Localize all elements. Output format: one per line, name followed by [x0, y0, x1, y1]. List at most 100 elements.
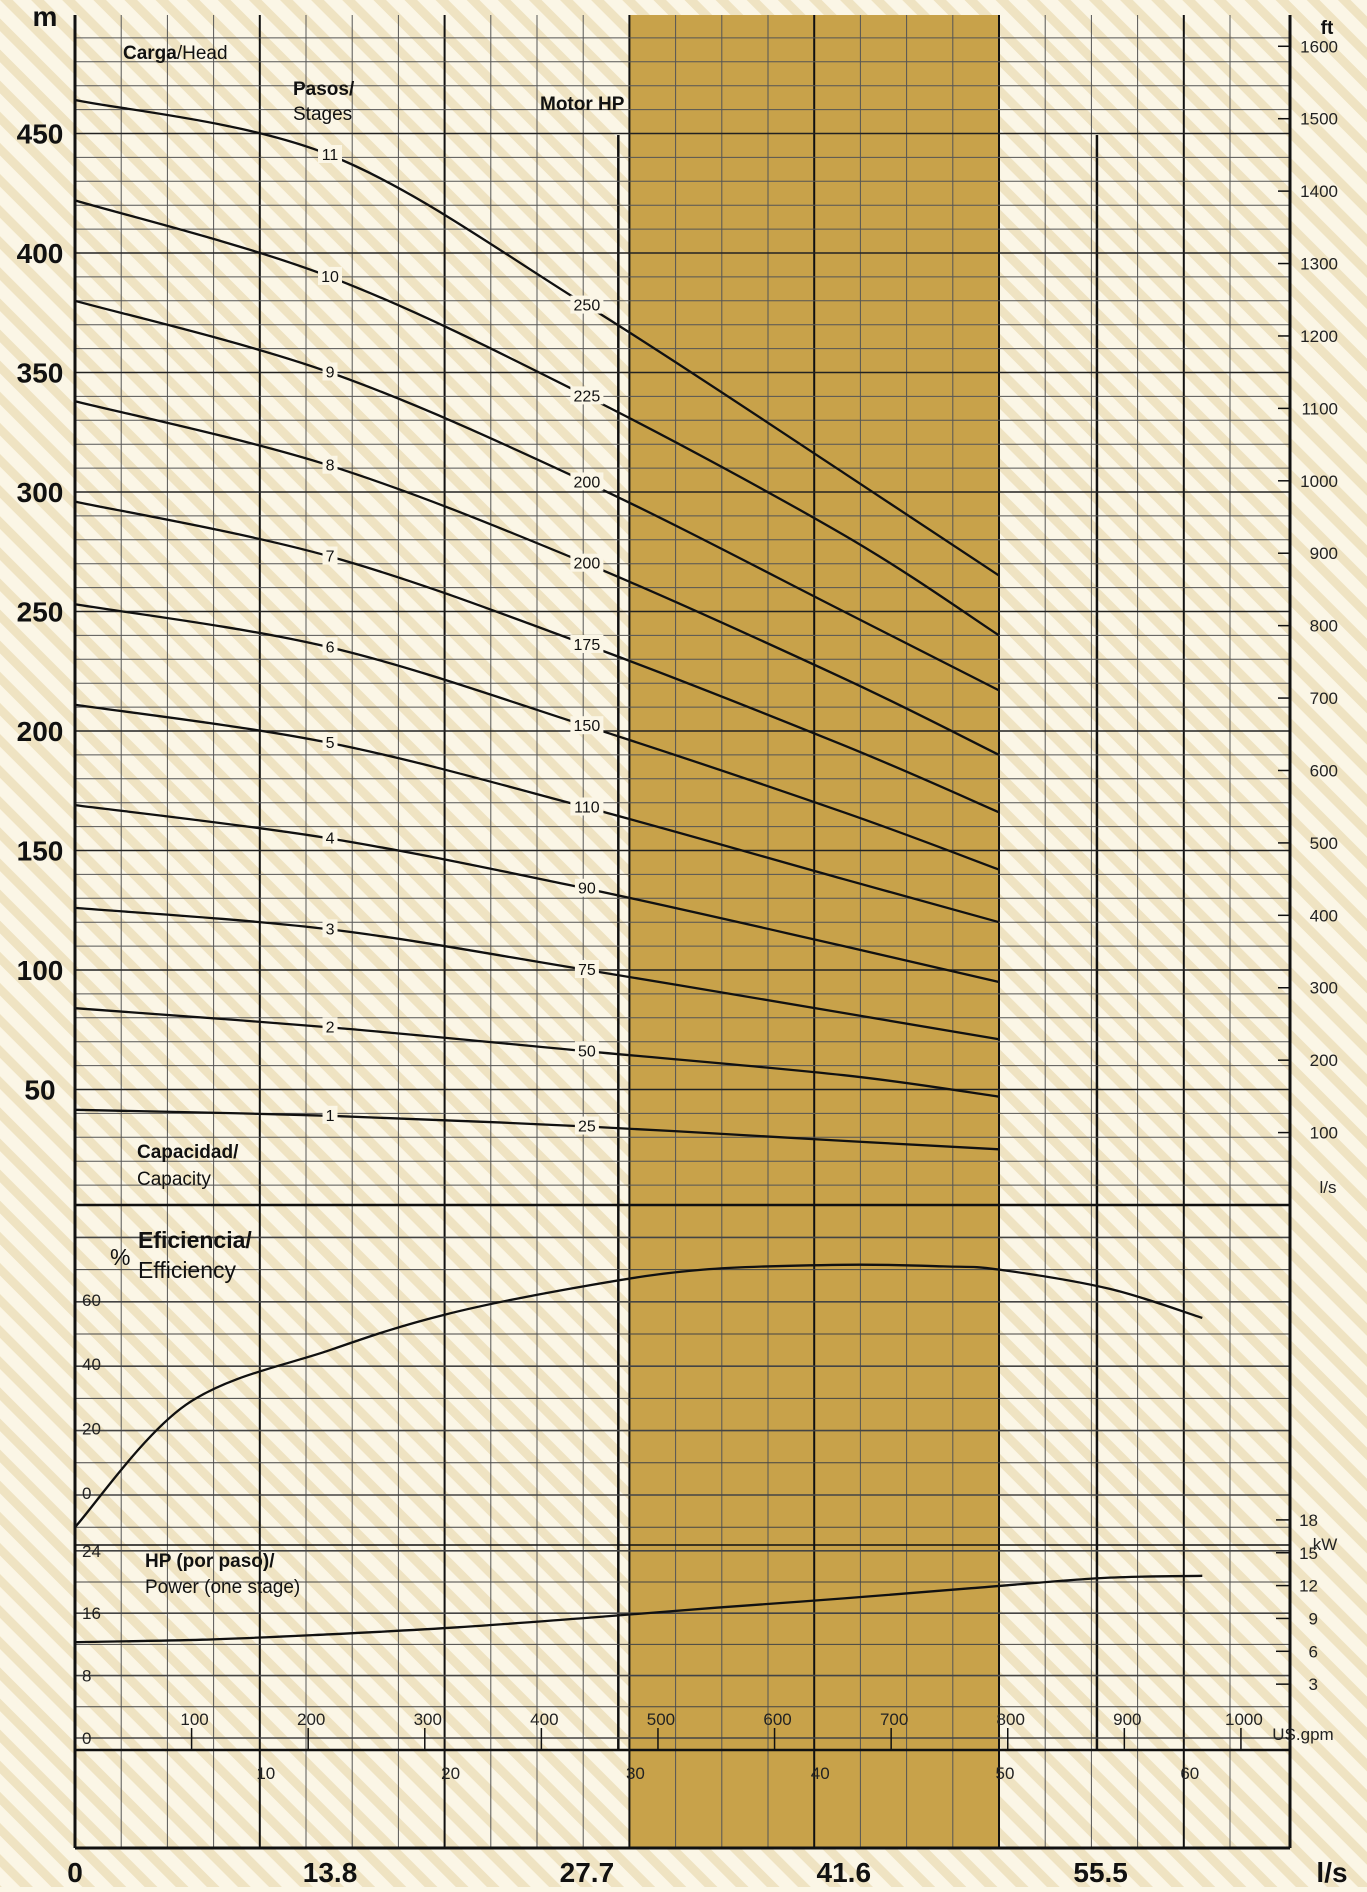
motor-hp-label-bg: [570, 386, 604, 405]
gpm-tick-label: 600: [763, 1710, 791, 1729]
stage-label-bg: [318, 266, 343, 285]
stage-label: 11: [322, 147, 339, 164]
gpm-tick-label: 400: [530, 1710, 558, 1729]
motor-hp-label: 250: [574, 298, 601, 315]
stage-label-bg: [322, 1105, 338, 1124]
power-tick-kw: 12: [1299, 1577, 1318, 1596]
y-tick-ft: 300: [1310, 979, 1338, 998]
motor-hp-label-bg: [570, 472, 604, 491]
gpm-unit: US.gpm: [1272, 1725, 1333, 1744]
y-unit-ft: ft: [1321, 18, 1334, 39]
y-tick-ft: 900: [1310, 544, 1338, 563]
stage-label-bg: [322, 637, 338, 656]
efficiency-tick: 0: [82, 1484, 91, 1503]
gpm-tick-label: 1000: [1225, 1710, 1263, 1729]
motor-hp-label-bg: [570, 634, 604, 653]
ls-tick-label: 10: [256, 1764, 275, 1783]
power-tick-kw: 9: [1309, 1609, 1318, 1628]
y-tick-m: 200: [17, 716, 64, 747]
power-tick-hp: 16: [82, 1604, 101, 1623]
motor-hp-label: 75: [578, 962, 596, 979]
y-tick-m: 250: [17, 597, 64, 628]
stage-label-bg: [322, 919, 338, 938]
power-title-en: Power (one stage): [145, 1577, 300, 1598]
y-tick-m: 150: [17, 836, 64, 867]
bottom-tick-label: 27.7: [560, 1857, 615, 1887]
stage-label: 2: [326, 1019, 335, 1036]
ls-tick-label: 60: [1180, 1764, 1199, 1783]
stage-label: 10: [321, 269, 339, 286]
y-tick-ft: 1600: [1300, 37, 1338, 56]
gpm-tick-label: 900: [1113, 1710, 1141, 1729]
stage-label: 4: [326, 831, 335, 848]
stages-label-en: Stages: [293, 104, 352, 125]
motor-hp-label: 90: [578, 881, 596, 898]
y-tick-ft: 400: [1310, 906, 1338, 925]
y-tick-ft: 500: [1310, 834, 1338, 853]
power-title: HP (por paso)/: [145, 1551, 275, 1572]
stage-label: 8: [326, 458, 335, 475]
motor-hp-label: 175: [574, 637, 601, 654]
motor-hp-label-bg: [574, 878, 599, 897]
gpm-tick-label: 700: [880, 1710, 908, 1729]
motor-hp-label: 150: [574, 718, 601, 735]
efficiency-tick: 20: [82, 1420, 101, 1439]
efficiency-unit: %: [110, 1244, 130, 1270]
y-tick-ft: 100: [1310, 1124, 1338, 1143]
power-tick-hp: 24: [82, 1542, 101, 1561]
stage-label: 7: [326, 549, 335, 566]
bottom-tick-label: 55.5: [1073, 1857, 1128, 1887]
motor-hp-label-bg: [574, 1041, 599, 1060]
bottom-tick-label: 13.8: [303, 1857, 358, 1887]
motor-hp-label: 50: [578, 1043, 596, 1060]
stage-label-bg: [322, 828, 338, 847]
motor-hp-label: 200: [574, 474, 601, 491]
stage-label-bg: [322, 362, 338, 381]
stage-label: 1: [326, 1108, 335, 1125]
motor-hp-label: 200: [574, 556, 601, 573]
y-tick-m: 450: [17, 119, 64, 150]
power-tick-kw: 18: [1299, 1511, 1318, 1530]
motor-hp-title: Motor HP: [540, 94, 625, 115]
motor-hp-label-bg: [570, 295, 604, 314]
y-tick-ft: 1400: [1300, 182, 1338, 201]
gpm-tick-label: 100: [180, 1710, 208, 1729]
efficiency-title-en: Efficiency: [138, 1257, 237, 1283]
bottom-tick-label: 0: [67, 1857, 83, 1887]
gpm-tick-label: 500: [647, 1710, 675, 1729]
y-tick-ft: 800: [1310, 617, 1338, 636]
y-tick-ft: 1200: [1300, 327, 1338, 346]
y-tick-ft: 1300: [1300, 255, 1338, 274]
y-tick-ft: 600: [1310, 761, 1338, 780]
power-tick-hp: 0: [82, 1729, 91, 1748]
stage-label-bg: [322, 455, 338, 474]
head-curve-stage-4: [74, 803, 1000, 984]
power-tick-kw: 3: [1309, 1675, 1318, 1694]
efficiency-tick: 40: [82, 1355, 101, 1374]
gpm-tick-label: 200: [297, 1710, 325, 1729]
ls-tick-label: 50: [996, 1764, 1015, 1783]
y-unit-m: m: [33, 1, 58, 32]
motor-hp-label-bg: [570, 716, 604, 735]
power-curve: [74, 1574, 1203, 1644]
power-tick-hp: 8: [82, 1667, 91, 1686]
y-tick-ft: 1000: [1300, 472, 1338, 491]
stage-label: 9: [326, 365, 335, 382]
y-tick-m: 400: [17, 238, 64, 269]
y-tick-m: 50: [24, 1075, 55, 1106]
right-axis-note: l/s: [1320, 1178, 1337, 1197]
efficiency-curve: [74, 1263, 1203, 1528]
stages-label: Pasos/: [293, 79, 355, 100]
power-tick-kw: 6: [1309, 1642, 1318, 1661]
head-title: Carga/Head: [123, 43, 228, 64]
efficiency-title: Eficiencia/: [138, 1227, 252, 1253]
capacity-label: Capacidad/: [137, 1142, 239, 1163]
ls-tick-label: 30: [626, 1764, 645, 1783]
motor-hp-label: 110: [574, 799, 600, 816]
motor-hp-label-bg: [574, 960, 599, 978]
y-tick-m: 100: [17, 955, 64, 986]
y-tick-m: 300: [17, 477, 64, 508]
gpm-tick-label: 800: [997, 1710, 1025, 1729]
